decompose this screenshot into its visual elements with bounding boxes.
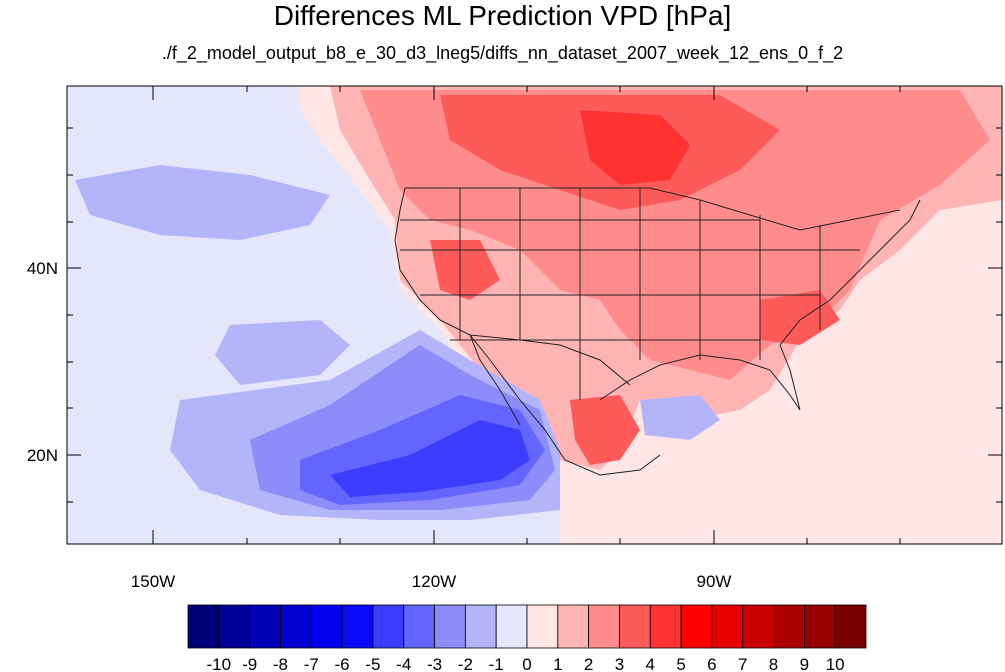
map-outlines <box>394 187 921 476</box>
colorbar: -10 -9 -8 -7 -6 -5 -4 -3 -2 -1 0 1 2 3 4 5 6 7 8 9 10 <box>187 604 867 672</box>
colorbar-swatch <box>742 604 774 649</box>
colorbar-swatch <box>249 604 281 649</box>
colorbar-swatch <box>372 604 405 649</box>
colorbar-label: 9 <box>800 655 809 672</box>
right-major-ticks <box>988 267 1002 456</box>
page-subtitle: ./f_2_model_output_b8_e_30_d3_lneg5/diff… <box>161 43 844 63</box>
colorbar-swatch <box>434 604 466 649</box>
colorbar-swatch <box>187 604 220 649</box>
colorbar-swatch <box>773 604 805 649</box>
colorbar-label: 4 <box>646 655 655 672</box>
colorbar-label: 5 <box>676 655 685 672</box>
field-positive-mexico <box>570 395 640 465</box>
colorbar-swatch <box>834 604 867 649</box>
colorbar-swatch <box>619 604 651 649</box>
colorbar-label: -7 <box>304 655 319 672</box>
colorbar-label: 6 <box>707 655 716 672</box>
colorbar-label: -2 <box>458 655 473 672</box>
map-plot-area <box>67 86 1002 544</box>
x-tick-label-150w: 150W <box>131 572 175 591</box>
field-negative-pacific-north <box>75 165 330 240</box>
left-major-ticks <box>67 267 81 456</box>
colorbar-swatch <box>403 604 435 649</box>
colorbar-swatch <box>310 604 343 649</box>
us-canada-border <box>405 187 901 231</box>
y-tick-label-40n: 40N <box>27 259 58 278</box>
minor-ticks <box>67 86 1002 544</box>
x-tick-label-90w: 90W <box>697 572 732 591</box>
colorbar-label: -9 <box>242 655 257 672</box>
state-lines-horizontal <box>400 219 860 341</box>
colorbar-swatch <box>649 604 682 649</box>
colorbar-swatch <box>280 604 312 649</box>
colorbar-label: -6 <box>335 655 350 672</box>
colorbar-swatch <box>711 604 744 649</box>
field-negative-strong <box>330 420 530 497</box>
colorbar-label: 1 <box>553 655 562 672</box>
colorbar-label: 8 <box>769 655 778 672</box>
colorbar-label: 10 <box>826 655 845 672</box>
top-major-ticks <box>152 86 715 100</box>
colorbar-swatch <box>495 604 528 649</box>
colorbar-swatch <box>464 604 497 649</box>
colorbar-label: -3 <box>427 655 442 672</box>
west-coast-outline <box>394 187 661 476</box>
field-negative-gulf <box>640 395 720 440</box>
colorbar-label: -10 <box>207 655 232 672</box>
state-lines-vertical <box>459 188 821 400</box>
field-negative-pacific-mid <box>215 320 350 385</box>
colorbar-swatch <box>341 604 374 649</box>
colorbar-label: -1 <box>489 655 504 672</box>
gulf-coast-outline <box>599 199 921 411</box>
colorbar-label: 0 <box>522 655 531 672</box>
us-mexico-border <box>469 334 631 386</box>
y-tick-label-20n: 20N <box>27 446 58 465</box>
colorbar-swatch <box>526 604 559 649</box>
colorbar-label: 3 <box>615 655 624 672</box>
colorbar-label: -5 <box>365 655 380 672</box>
colorbar-label: -4 <box>396 655 411 672</box>
colorbar-label: 7 <box>738 655 747 672</box>
colorbar-swatch <box>588 604 620 649</box>
page-title: Differences ML Prediction VPD [hPa] <box>273 0 732 31</box>
colorbar-swatch <box>557 604 590 649</box>
colorbar-swatch <box>218 604 251 649</box>
axis-ticks <box>67 86 1002 544</box>
colorbar-swatch <box>680 604 713 649</box>
colorbar-label: 2 <box>584 655 593 672</box>
colorbar-label: -8 <box>273 655 288 672</box>
baja-outline <box>469 334 521 426</box>
x-tick-label-120w: 120W <box>412 572 456 591</box>
colorbar-swatch <box>803 604 836 649</box>
field-positive-peak <box>580 110 690 185</box>
field-positive-southwest <box>430 240 500 300</box>
bottom-major-ticks <box>152 530 715 544</box>
